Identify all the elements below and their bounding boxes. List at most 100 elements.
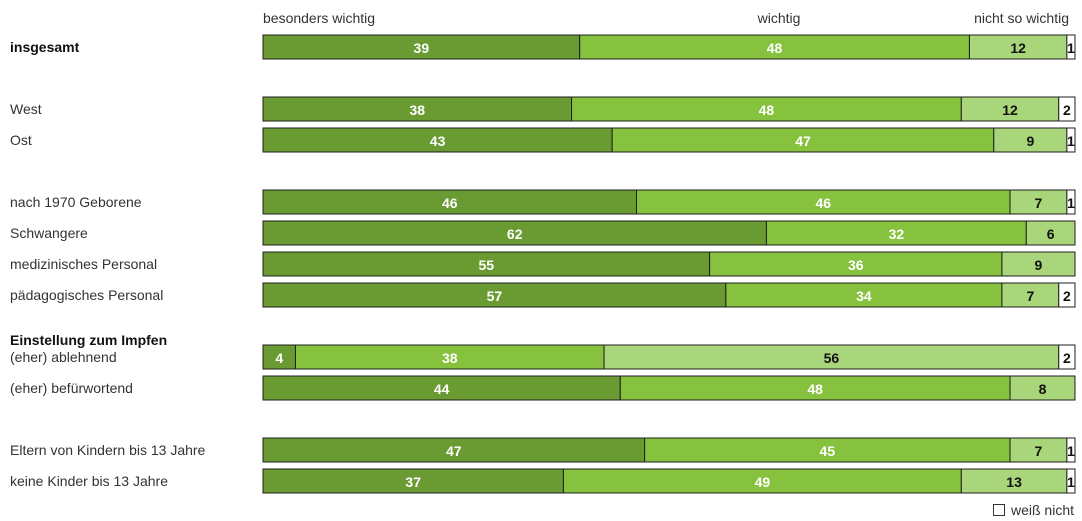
bar-segment <box>262 34 581 60</box>
data-label: 43 <box>430 133 446 149</box>
data-label: 57 <box>487 288 503 304</box>
data-label: 7 <box>1035 443 1043 459</box>
bar-segment <box>1058 282 1076 308</box>
data-label: 2 <box>1063 288 1071 304</box>
data-label: 1 <box>1067 133 1075 149</box>
bar-segment <box>262 251 711 277</box>
row-label-8: (eher) ablehnend <box>10 349 117 365</box>
data-label: 39 <box>414 40 430 56</box>
bar-segment <box>611 127 995 153</box>
data-label: 8 <box>1039 381 1047 397</box>
data-label: 62 <box>507 226 523 242</box>
group-heading: Einstellung zum Impfen <box>10 332 167 348</box>
bar-segment <box>262 220 767 246</box>
data-label: 48 <box>807 381 823 397</box>
row-label-10: Eltern von Kindern bis 13 Jahre <box>10 442 206 458</box>
bar-segment <box>579 34 970 60</box>
data-label: 32 <box>889 226 905 242</box>
row-label-7: pädagogisches Personal <box>10 287 163 303</box>
bar-segment <box>262 127 613 153</box>
row-labels: insgesamt West Ost nach 1970 Geborene Schwan… <box>10 39 206 489</box>
bar-segment <box>571 96 962 122</box>
bar-segment <box>262 344 296 370</box>
bar-segment <box>1009 375 1076 401</box>
series-header-1: besonders wichtig <box>263 10 375 26</box>
data-label: 7 <box>1026 288 1034 304</box>
bar-row-11: 37 49 13 1 <box>262 468 1076 494</box>
bar-row-6: 55 36 9 <box>262 251 1076 277</box>
data-label: 56 <box>824 350 840 366</box>
data-label: 9 <box>1035 257 1043 273</box>
bar-segment <box>1066 127 1076 153</box>
bar-segment <box>262 468 564 494</box>
data-label: 47 <box>795 133 811 149</box>
data-label: 48 <box>767 40 783 56</box>
bar-segment <box>262 282 727 308</box>
data-label: 4 <box>275 350 283 366</box>
bar-row-8: 4 38 56 2 <box>262 344 1076 370</box>
bar-row-7: 57 34 7 2 <box>262 282 1076 308</box>
bar-segment <box>765 220 1027 246</box>
data-label: 6 <box>1047 226 1055 242</box>
row-label-2: West <box>10 101 42 117</box>
bar-segment <box>1058 96 1076 122</box>
data-label: 38 <box>409 102 425 118</box>
legend-label: weiß nicht <box>1010 502 1074 518</box>
data-label: 1 <box>1067 40 1075 56</box>
row-label-5: Schwangere <box>10 225 88 241</box>
data-label: 2 <box>1063 350 1071 366</box>
bar-row-1: 39 48 12 1 <box>262 34 1076 60</box>
data-label: 44 <box>434 381 450 397</box>
row-label-1: insgesamt <box>10 39 80 55</box>
bar-segment <box>1066 189 1076 215</box>
data-label: 9 <box>1026 133 1034 149</box>
bar-segment <box>262 437 646 463</box>
bar-segment <box>968 34 1068 60</box>
data-label: 48 <box>759 102 775 118</box>
bar-segment <box>619 375 1011 401</box>
bar-segment <box>262 189 638 215</box>
data-label: 46 <box>442 195 458 211</box>
data-label: 47 <box>446 443 462 459</box>
bar-row-5: 62 32 6 <box>262 220 1076 246</box>
data-label: 38 <box>442 350 458 366</box>
series-header-2: wichtig <box>757 10 801 26</box>
row-label-9: (eher) befürwortend <box>10 380 133 396</box>
bar-segment <box>960 96 1060 122</box>
bar-segment <box>725 282 1003 308</box>
data-label: 12 <box>1002 102 1018 118</box>
bar-segment <box>1066 34 1076 60</box>
bar-segment <box>1066 437 1076 463</box>
bars: 39 48 12 138 48 12 243 47 9 146 46 7 162 32 655 36 957 34… <box>262 34 1076 494</box>
row-label-3: Ost <box>10 132 32 148</box>
series-header-3: nicht so wichtig <box>974 10 1069 26</box>
row-label-6: medizinisches Personal <box>10 256 157 272</box>
data-label: 49 <box>755 474 771 490</box>
bar-segment <box>636 189 1011 215</box>
legend: weiß nicht <box>992 502 1074 518</box>
bar-row-3: 43 47 9 1 <box>262 127 1076 153</box>
data-label: 55 <box>479 257 495 273</box>
bar-segment <box>294 344 605 370</box>
bar-segment <box>709 251 1003 277</box>
data-label: 1 <box>1067 474 1075 490</box>
data-label: 13 <box>1006 474 1022 490</box>
data-label: 45 <box>820 443 836 459</box>
bar-segment <box>603 344 1060 370</box>
legend-swatch-weiss-nicht <box>992 504 1005 516</box>
bar-segment <box>562 468 962 494</box>
bar-segment <box>1025 220 1076 246</box>
data-label: 36 <box>848 257 864 273</box>
bar-segment <box>1066 468 1076 494</box>
data-label: 34 <box>856 288 872 304</box>
bar-segment <box>644 437 1011 463</box>
data-label: 1 <box>1067 195 1075 211</box>
data-label: 46 <box>815 195 831 211</box>
bar-row-9: 44 48 8 <box>262 375 1076 401</box>
data-label: 2 <box>1063 102 1071 118</box>
column-headers: besonders wichtig wichtig nicht so wichtig <box>263 10 1069 26</box>
data-label: 12 <box>1010 40 1026 56</box>
row-label-11: keine Kinder bis 13 Jahre <box>10 473 168 489</box>
data-label: 1 <box>1067 443 1075 459</box>
